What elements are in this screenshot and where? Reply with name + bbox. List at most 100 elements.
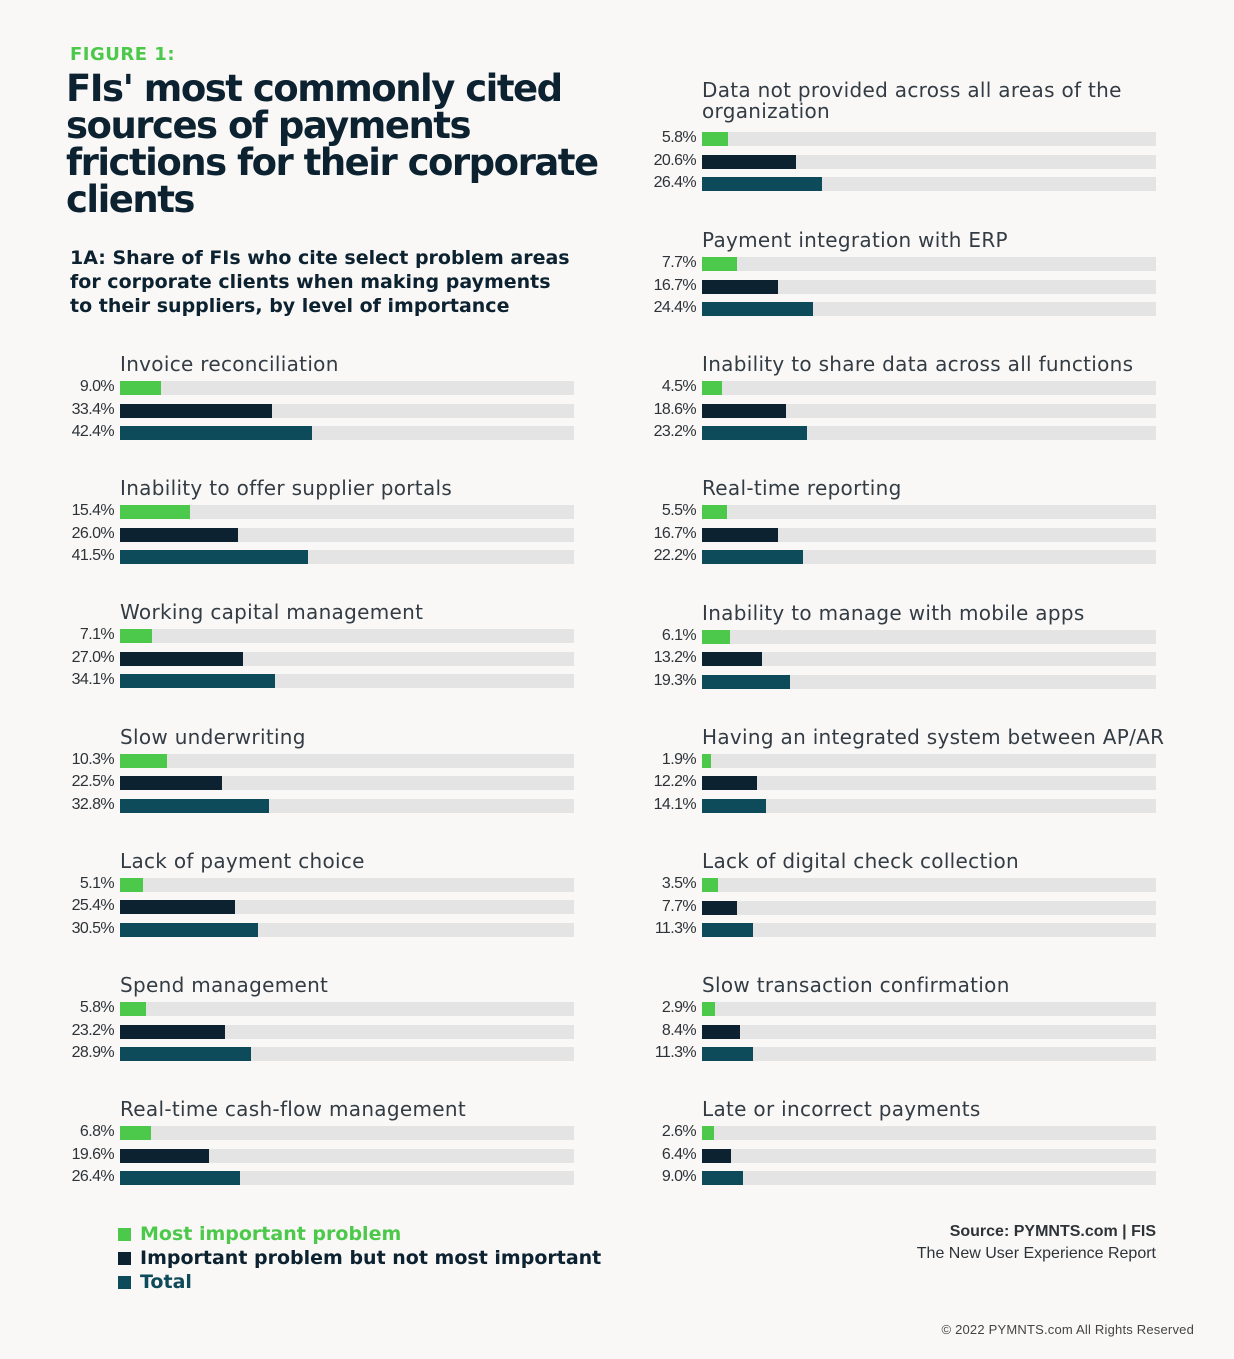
bar-row-important: 8.4% bbox=[662, 1022, 1156, 1039]
category-label: Slow transaction confirmation bbox=[702, 973, 1010, 998]
legend-label-most-important: Most important problem bbox=[140, 1223, 402, 1245]
bar-important bbox=[120, 403, 272, 418]
copyright: © 2022 PYMNTS.com All Rights Reserved bbox=[941, 1322, 1194, 1337]
bar-track bbox=[702, 923, 1156, 937]
value-label-important: 16.7% bbox=[653, 276, 697, 294]
bar-track bbox=[702, 279, 1156, 294]
bar-row-total: 42.4% bbox=[72, 423, 574, 440]
bar-total bbox=[120, 798, 269, 813]
bar-row-important: 12.2% bbox=[654, 773, 1156, 791]
category-label: Data not provided across all areas of th… bbox=[702, 78, 1122, 123]
bar-row-important: 26.0% bbox=[72, 525, 574, 542]
bar-track bbox=[702, 878, 1156, 892]
legend: Most important problem Important problem… bbox=[118, 1222, 601, 1294]
bar-row-most-important: 5.5% bbox=[662, 502, 1156, 520]
value-label-total: 23.2% bbox=[653, 423, 697, 441]
legend-swatch-most-important bbox=[118, 1227, 131, 1241]
bar-row-total: 11.3% bbox=[655, 1044, 1156, 1062]
bar-most-important bbox=[702, 1126, 714, 1141]
bar-most-important bbox=[702, 132, 729, 146]
value-label-most-important: 6.1% bbox=[661, 626, 697, 644]
value-label-total: 34.1% bbox=[71, 671, 115, 689]
value-label-most-important: 5.5% bbox=[661, 502, 697, 520]
category-label: Real-time reporting bbox=[702, 476, 902, 501]
bar-row-total: 26.4% bbox=[72, 1168, 574, 1186]
bar-track bbox=[702, 798, 1156, 813]
bar-row-important: 22.5% bbox=[72, 773, 574, 791]
bar-track bbox=[702, 652, 1156, 667]
bar-track bbox=[702, 550, 1156, 565]
bar-track bbox=[120, 1148, 574, 1163]
bar-row-important: 33.4% bbox=[72, 401, 574, 418]
bar-track bbox=[702, 629, 1156, 644]
value-label-most-important: 5.1% bbox=[79, 874, 115, 892]
bar-total bbox=[702, 1171, 743, 1186]
legend-label-important: Important problem but not most important bbox=[140, 1247, 602, 1269]
bar-row-total: 22.2% bbox=[654, 547, 1156, 565]
category-label: Lack of payment choice bbox=[120, 848, 365, 873]
bar-track bbox=[702, 426, 1156, 441]
bar-track bbox=[120, 381, 574, 395]
bar-total bbox=[702, 177, 822, 191]
bar-track bbox=[702, 527, 1156, 542]
value-label-most-important: 2.9% bbox=[661, 999, 697, 1017]
bar-row-important: 13.2% bbox=[654, 649, 1156, 667]
bar-important bbox=[702, 279, 778, 294]
bar-important bbox=[702, 776, 758, 791]
bar-most-important bbox=[120, 505, 190, 520]
bar-important bbox=[120, 776, 223, 791]
bar-row-most-important: 2.6% bbox=[662, 1123, 1156, 1141]
category-label: Real-time cash-flow management bbox=[120, 1097, 466, 1122]
value-label-important: 7.7% bbox=[661, 897, 697, 915]
bar-total bbox=[120, 1171, 240, 1186]
bar-track bbox=[120, 1002, 574, 1016]
bar-row-important: 6.4% bbox=[662, 1146, 1156, 1163]
bar-row-total: 30.5% bbox=[72, 920, 574, 937]
value-label-most-important: 5.8% bbox=[79, 999, 115, 1016]
bar-most-important bbox=[702, 1002, 716, 1017]
category-label: Lack of digital check collection bbox=[702, 849, 1019, 873]
bar-row-important: 7.7% bbox=[662, 898, 1156, 915]
bar-total bbox=[702, 550, 803, 565]
bar-important bbox=[120, 1024, 226, 1039]
source-report: The New User Experience Report bbox=[916, 1245, 1156, 1262]
bar-important bbox=[702, 652, 762, 667]
bar-track bbox=[120, 776, 574, 791]
bar-total bbox=[702, 798, 766, 813]
category-label: Working capital management bbox=[120, 600, 424, 625]
bar-row-important: 27.0% bbox=[72, 649, 574, 666]
value-label-important: 8.4% bbox=[661, 1021, 697, 1039]
bar-row-most-important: 15.4% bbox=[72, 502, 574, 520]
value-label-total: 26.4% bbox=[653, 174, 697, 191]
bar-row-most-important: 6.1% bbox=[662, 627, 1156, 644]
bar-row-important: 16.7% bbox=[654, 525, 1156, 542]
source-note: Source: PYMNTS.com | FIS The New User Ex… bbox=[917, 1221, 1156, 1265]
bar-row-total: 32.8% bbox=[72, 796, 574, 813]
bar-most-important bbox=[120, 629, 153, 644]
value-label-total: 30.5% bbox=[71, 919, 115, 937]
value-label-important: 12.2% bbox=[653, 773, 697, 791]
bar-track bbox=[702, 753, 1156, 768]
bar-row-important: 18.6% bbox=[654, 401, 1156, 418]
bar-track bbox=[120, 1024, 574, 1039]
legend-swatch-total bbox=[118, 1275, 131, 1289]
bar-row-total: 14.1% bbox=[654, 796, 1156, 813]
category-label: Inability to manage with mobile apps bbox=[702, 600, 1085, 625]
category-label: Inability to offer supplier portals bbox=[120, 476, 453, 501]
bar-important bbox=[120, 900, 236, 915]
category-label: Invoice reconciliation bbox=[120, 352, 339, 376]
bar-track bbox=[702, 1148, 1156, 1163]
category-label: Spend management bbox=[120, 973, 329, 997]
bar-most-important bbox=[120, 1126, 151, 1141]
value-label-most-important: 7.7% bbox=[661, 254, 697, 271]
bar-row-total: 24.4% bbox=[654, 299, 1156, 316]
value-label-most-important: 6.8% bbox=[79, 1123, 115, 1141]
bar-row-most-important: 10.3% bbox=[72, 751, 574, 768]
bar-total bbox=[702, 674, 790, 689]
legend-item-important: Important problem but not most important bbox=[118, 1246, 601, 1270]
value-label-total: 14.1% bbox=[653, 795, 697, 813]
legend-swatch-important bbox=[118, 1251, 131, 1265]
bar-track bbox=[120, 753, 574, 768]
value-label-most-important: 3.5% bbox=[661, 875, 697, 892]
category-label: Slow underwriting bbox=[120, 724, 306, 749]
